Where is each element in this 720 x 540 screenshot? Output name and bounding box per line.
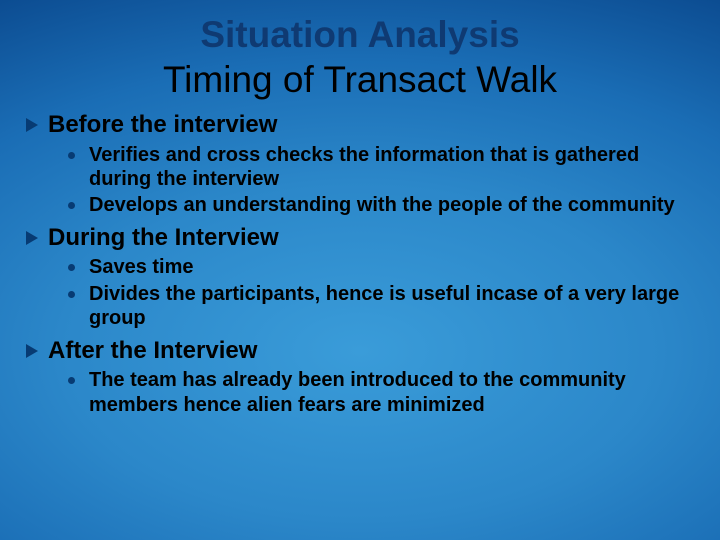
arrow-bullet-icon	[26, 118, 38, 132]
dot-bullet-icon	[68, 202, 75, 209]
slide: Situation Analysis Timing of Transact Wa…	[0, 0, 720, 540]
items-list: Verifies and cross checks the informatio…	[22, 143, 698, 218]
list-item: Divides the participants, hence is usefu…	[62, 282, 698, 331]
title-line-2: Timing of Transact Walk	[52, 59, 668, 102]
item-text: Saves time	[89, 255, 698, 279]
section-title: Before the interview	[48, 111, 277, 139]
section-during: During the Interview Saves time Divides …	[22, 224, 698, 331]
list-item: Develops an understanding with the peopl…	[62, 193, 698, 217]
content: Before the interview Verifies and cross …	[22, 111, 698, 417]
section-before: Before the interview Verifies and cross …	[22, 111, 698, 218]
dot-bullet-icon	[68, 377, 75, 384]
section-title: During the Interview	[48, 224, 279, 252]
arrow-bullet-icon	[26, 344, 38, 358]
items-list: Saves time Divides the participants, hen…	[22, 255, 698, 330]
section-header: During the Interview	[22, 224, 698, 252]
section-title: After the Interview	[48, 337, 257, 365]
item-text: The team has already been introduced to …	[89, 368, 698, 417]
item-text: Verifies and cross checks the informatio…	[89, 143, 698, 192]
list-item: The team has already been introduced to …	[62, 368, 698, 417]
dot-bullet-icon	[68, 264, 75, 271]
section-header: Before the interview	[22, 111, 698, 139]
list-item: Saves time	[62, 255, 698, 279]
item-text: Develops an understanding with the peopl…	[89, 193, 698, 217]
item-text: Divides the participants, hence is usefu…	[89, 282, 698, 331]
list-item: Verifies and cross checks the informatio…	[62, 143, 698, 192]
title-block: Situation Analysis Timing of Transact Wa…	[22, 14, 698, 101]
section-header: After the Interview	[22, 337, 698, 365]
arrow-bullet-icon	[26, 231, 38, 245]
items-list: The team has already been introduced to …	[22, 368, 698, 417]
section-after: After the Interview The team has already…	[22, 337, 698, 417]
dot-bullet-icon	[68, 291, 75, 298]
dot-bullet-icon	[68, 152, 75, 159]
title-line-1: Situation Analysis	[52, 14, 668, 57]
